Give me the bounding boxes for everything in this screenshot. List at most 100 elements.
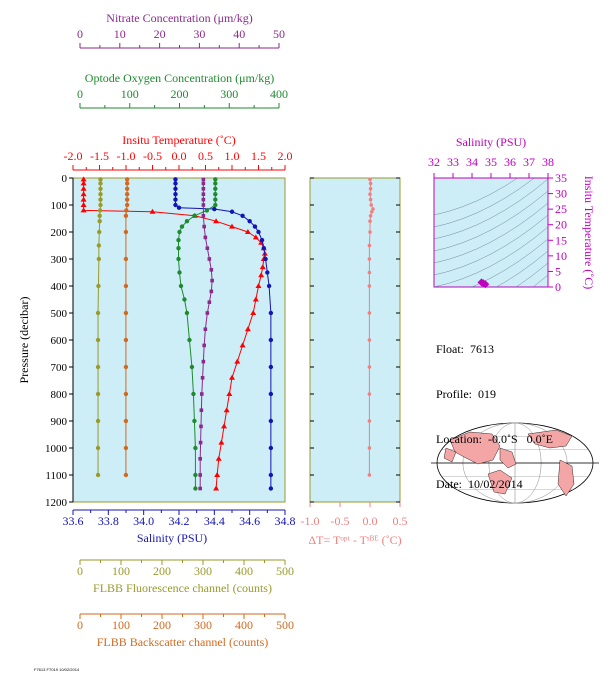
bottom-axis-tick-label: 0 — [77, 564, 83, 578]
bottom-axis-tick-label: 34.2 — [169, 514, 190, 528]
delta-t-point — [368, 181, 373, 186]
oxygen-point — [187, 337, 192, 343]
fluorescence-point — [95, 418, 101, 424]
salinity-point — [173, 177, 178, 182]
delta-t-plot-area — [309, 177, 401, 503]
top-axis-tick-label: 30 — [193, 27, 205, 41]
top-axis-label: Nitrate Concentration (μm/kg) — [106, 11, 252, 25]
fluorescence-point — [95, 310, 101, 316]
top-axis-label: Insitu Temperature (˚C) — [122, 133, 236, 147]
delta-t-point — [367, 392, 372, 396]
oxygen-point — [213, 181, 218, 186]
temperature-point — [226, 391, 233, 396]
ts-ytick-label: 20 — [555, 218, 567, 232]
fluorescence-point — [98, 181, 103, 186]
top-axis-tick-label: -2.0 — [64, 149, 83, 163]
delta-t-tick-label: 0.5 — [393, 514, 408, 528]
nitrate-point — [201, 187, 206, 191]
salinity-point — [240, 213, 245, 218]
bottom-axis-tick-label: 300 — [194, 618, 212, 632]
backscatter-point — [123, 445, 129, 451]
nitrate-point — [210, 278, 214, 283]
delta-t-axis-label: ΔT= Tᵒᵖᵗ - Tˢᴮᴱ (˚C) — [308, 533, 401, 547]
density-contour — [515, 262, 548, 287]
fluorescence-point — [98, 202, 103, 208]
map-landmass — [443, 447, 457, 463]
bottom-axis-tick-label: 100 — [112, 564, 130, 578]
delta-t-plot: -1.0 -0.5 0.0 0.5 ΔT= Tᵒᵖᵗ - Tˢᴮᴱ (˚C) — [301, 177, 408, 547]
salinity-point — [268, 418, 274, 424]
pressure-tick-label: 900 — [51, 416, 68, 428]
fluorescence-point — [95, 391, 101, 397]
delta-t-point — [367, 338, 372, 342]
delta-t-point — [367, 243, 372, 248]
nitrate-point — [198, 486, 202, 491]
bottom-axis-tick-label: 500 — [276, 564, 294, 578]
bottom-axis-tick-label: 33.8 — [98, 514, 119, 528]
world-map — [431, 422, 599, 504]
salinity-point — [268, 364, 274, 370]
delta-t-point — [368, 219, 372, 223]
backscatter-point — [124, 192, 130, 197]
salinity-point — [263, 256, 268, 262]
ts-ytick-label: 10 — [555, 249, 567, 263]
delta-t-point — [367, 284, 372, 288]
pressure-tick-label: 700 — [51, 362, 68, 374]
ts-ytick-label: 0 — [555, 280, 561, 294]
ts-ytick-label: 25 — [555, 202, 567, 216]
backscatter-point — [123, 256, 129, 262]
fluorescence-point — [98, 192, 103, 197]
temperature-point — [250, 310, 257, 315]
salinity-point — [173, 186, 178, 191]
nitrate-point — [202, 343, 206, 348]
density-contour — [496, 250, 548, 287]
salinity-point — [247, 219, 252, 224]
backscatter-point — [123, 213, 129, 218]
nitrate-point — [205, 246, 210, 250]
delta-t-point — [370, 209, 374, 214]
top-axis-tick-label: 300 — [220, 87, 238, 101]
delta-t-tick-label: 0.0 — [363, 514, 378, 528]
density-contour — [434, 226, 548, 287]
ts-point — [477, 278, 486, 287]
temperature-point — [214, 472, 221, 477]
delta-t-point — [371, 207, 375, 211]
delta-t-point — [369, 203, 374, 207]
oxygen-point — [193, 445, 198, 451]
oxygen-point — [176, 237, 181, 243]
ts-title: Salinity (PSU) — [456, 135, 526, 149]
temperature-point — [218, 439, 225, 445]
nitrate-point — [201, 177, 206, 182]
bottom-axis-tick-label: 34.4 — [204, 514, 225, 528]
nitrate-point — [199, 408, 204, 412]
fluorescence-point — [97, 208, 103, 213]
pressure-tick-label: 200 — [51, 227, 68, 239]
salinity-point — [173, 181, 178, 186]
backscatter-point — [123, 229, 129, 235]
delta-t-point — [367, 446, 372, 450]
density-contour — [434, 190, 548, 252]
temperature-point — [259, 264, 266, 270]
bottom-axis-tick-label: 100 — [112, 618, 130, 632]
temperature-point — [252, 234, 259, 240]
temperature-point — [80, 196, 87, 202]
fluorescence-point — [98, 177, 103, 182]
pressure-tick-label: 500 — [51, 308, 68, 320]
fluorescence-point — [97, 229, 102, 235]
ts-ylabel: Insitu Temperature (˚C) — [582, 176, 596, 290]
bottom-axis-tick-label: 200 — [153, 618, 171, 632]
pressure-tick-label: 600 — [51, 335, 68, 347]
oxygen-point — [178, 283, 184, 289]
backscatter-point — [123, 310, 129, 316]
top-axis-tick-label: 100 — [121, 87, 139, 101]
delta-t-point — [367, 257, 372, 261]
ts-ytick-label: 5 — [555, 264, 561, 278]
salinity-point — [212, 206, 217, 212]
oxygen-point — [193, 472, 198, 478]
fluorescence-point — [96, 243, 102, 248]
fluorescence-point — [96, 256, 102, 262]
temperature-point — [213, 485, 220, 491]
pressure-tick-label: 1100 — [45, 470, 67, 482]
backscatter-point — [124, 208, 129, 213]
nitrate-point — [207, 257, 212, 261]
